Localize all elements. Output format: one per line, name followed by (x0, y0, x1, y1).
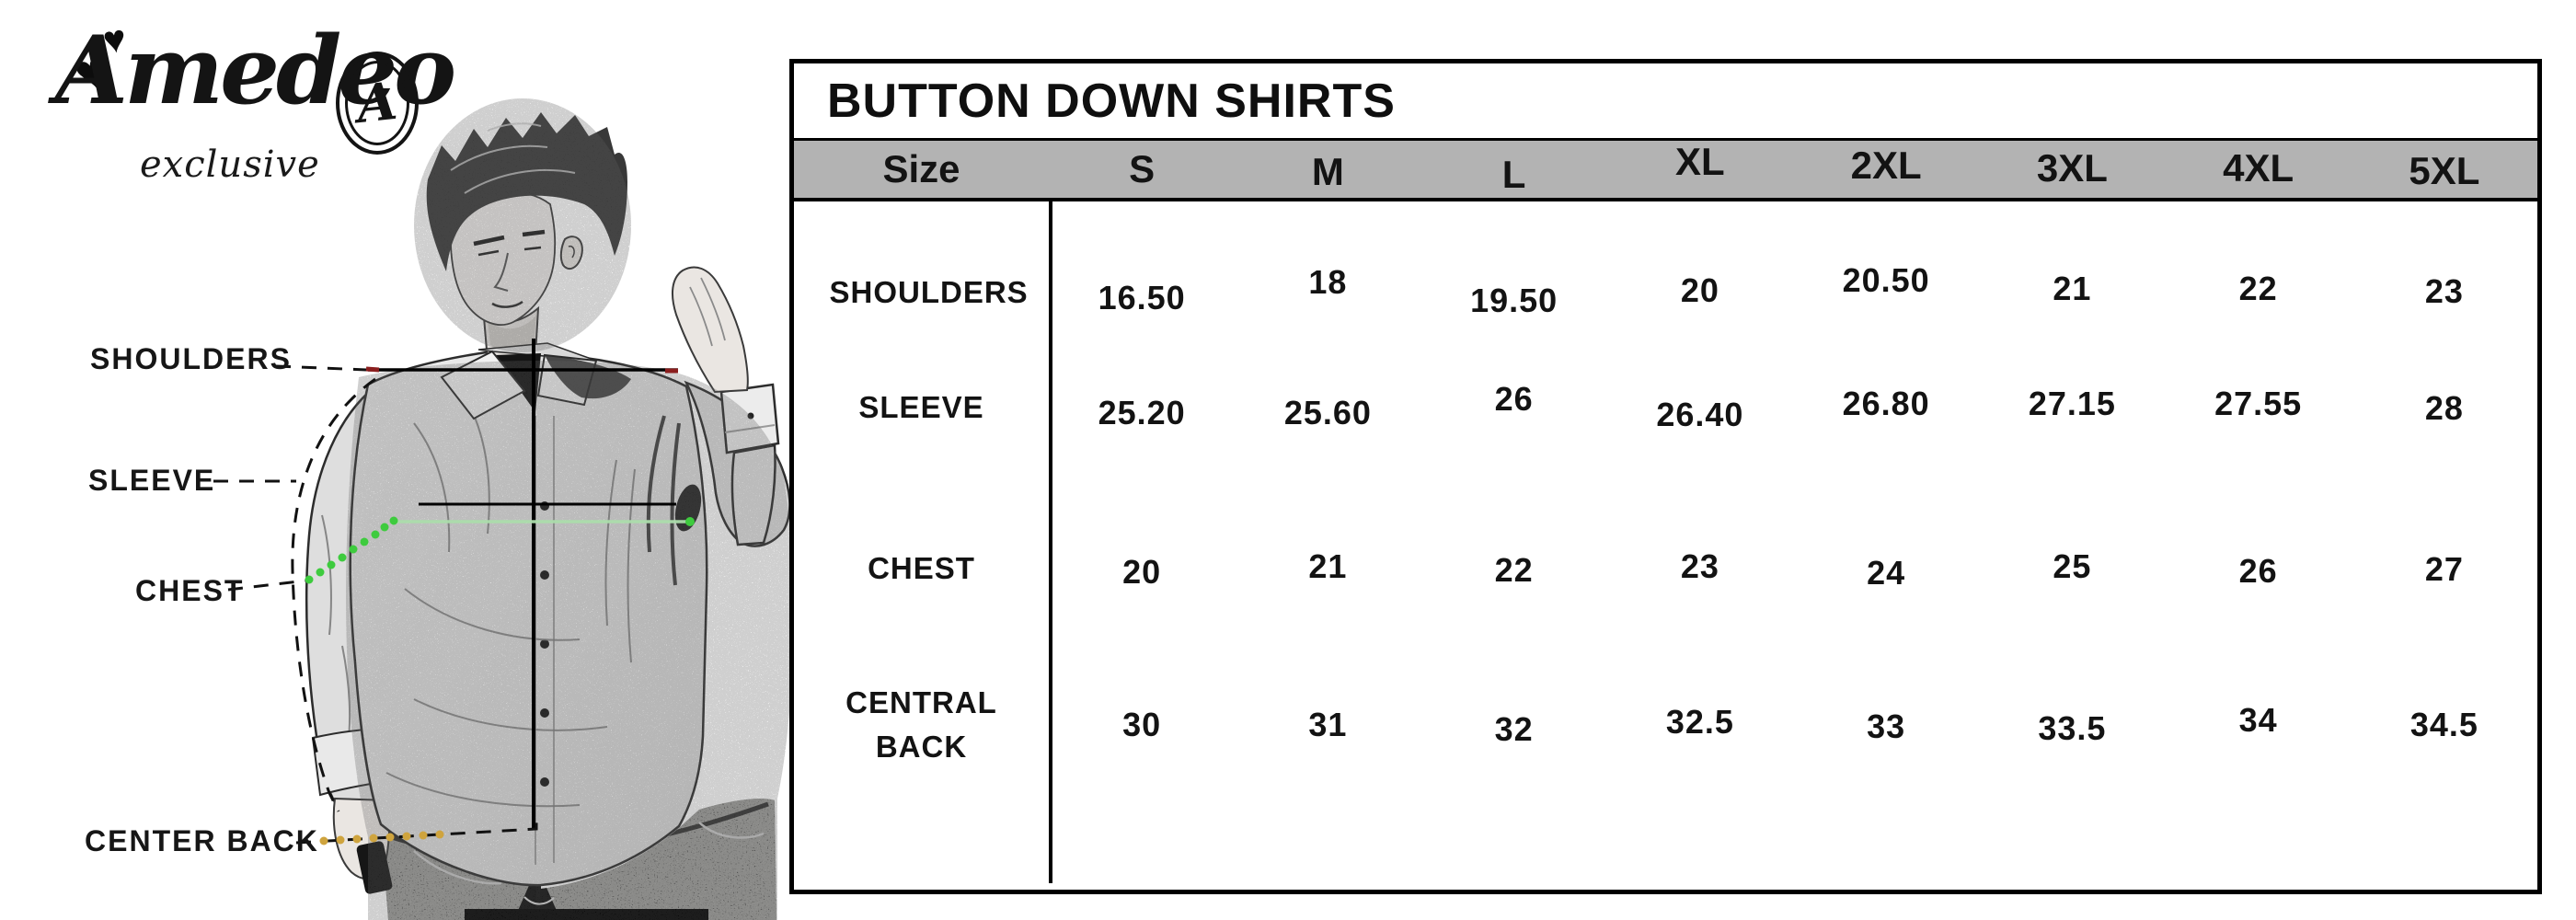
measurement-annotations (213, 339, 695, 845)
measurement-value: 31 (1308, 706, 1348, 743)
measurement-value: 19.50 (1470, 282, 1558, 319)
size-column-header: 4XL (2223, 146, 2294, 190)
brand-logo: ♥ ♥ Amedeo exclusive A (18, 7, 456, 191)
measurement-value: 20.50 (1842, 261, 1930, 299)
size-column-header: 3XL (2036, 146, 2108, 190)
measurement-value: 20 (1122, 553, 1162, 591)
size-header-row: Size S M L XL 2XL 3XL 4XL 5XL (794, 140, 2537, 201)
size-header-label: Size (882, 147, 960, 190)
measurement-value: 33 (1867, 707, 1906, 745)
measurement-value: 26 (2238, 552, 2278, 590)
measurement-value: 25.20 (1098, 394, 1186, 431)
measurement-value: 25.60 (1283, 394, 1372, 431)
brand-subtitle: exclusive (140, 144, 320, 186)
measurement-value: 21 (2053, 270, 2092, 307)
measurement-value: 25 (2053, 547, 2092, 585)
shoulders-label: SHOULDERS (90, 342, 292, 375)
chest-label: CHEST (135, 574, 245, 607)
row-label: SLEEVE (858, 390, 984, 425)
measurement-value: 27.15 (2028, 385, 2116, 422)
size-column-header: S (1129, 147, 1156, 190)
measurement-value: 26 (1494, 380, 1534, 418)
table-body: SHOULDERS 16.50 18 19.50 20 20.50 21 22 23 SLEEVE… (794, 201, 2537, 883)
measurement-value: 28 (2424, 389, 2464, 427)
table-title-row: BUTTON DOWN SHIRTS (794, 63, 2537, 141)
measurement-value: 24 (1867, 554, 1906, 592)
measurement-value: 23 (2424, 272, 2464, 310)
row-label: CENTRAL BACK (845, 685, 997, 764)
measurement-value: 22 (2238, 270, 2278, 307)
measurement-value: 33.5 (2038, 709, 2107, 747)
measurement-value: 21 (1308, 547, 1348, 585)
size-column-header: L (1501, 153, 1526, 196)
measurement-value: 18 (1308, 263, 1348, 301)
measurement-value: 22 (1494, 551, 1534, 589)
table-row: CHEST 20 21 22 23 24 25 26 27 (794, 500, 2537, 638)
measurement-value: 27 (2424, 550, 2464, 588)
measurement-value: 27.55 (2214, 385, 2303, 422)
measurement-value: 26.80 (1842, 385, 1930, 422)
center-back-label: CENTER BACK (85, 824, 319, 857)
center-back-yellow-dots (319, 830, 444, 845)
sleeve-label: SLEEVE (88, 464, 216, 497)
measurement-value: 23 (1680, 547, 1719, 585)
size-column-header: 5XL (2409, 149, 2480, 192)
table-column-divider (1049, 201, 1052, 883)
table-row: SHOULDERS 16.50 18 19.50 20 20.50 21 22 23 (794, 224, 2537, 362)
measurement-value: 34 (2238, 701, 2278, 739)
table-row: CENTRAL BACK 30 31 32 32.5 33 33.5 34 34.5 (794, 656, 2537, 794)
measurement-value: 20 (1680, 271, 1719, 309)
brand-monogram: A (336, 52, 419, 155)
table-row: SLEEVE 25.20 25.60 26 26.40 26.80 27.15 27.55 28 (794, 339, 2537, 477)
measurement-value: 32.5 (1665, 703, 1734, 741)
measurement-value: 32 (1494, 710, 1534, 748)
measurement-value: 34.5 (2409, 706, 2478, 743)
size-column-header: M (1311, 150, 1344, 193)
size-column-header: XL (1675, 140, 1725, 183)
size-column-header: 2XL (1850, 144, 1922, 187)
table-title: BUTTON DOWN SHIRTS (827, 74, 1396, 128)
measurement-value: 30 (1122, 706, 1162, 743)
measurement-value: 26.40 (1656, 396, 1744, 433)
row-label: SHOULDERS (829, 275, 1029, 310)
brand-monogram-ring: A (345, 61, 409, 145)
row-label: CHEST (868, 551, 975, 586)
measurement-value: 16.50 (1098, 279, 1186, 316)
size-chart-table: BUTTON DOWN SHIRTS Size S M L XL 2XL 3XL 4XL 5X… (789, 59, 2542, 894)
chest-green-dots (305, 516, 398, 584)
